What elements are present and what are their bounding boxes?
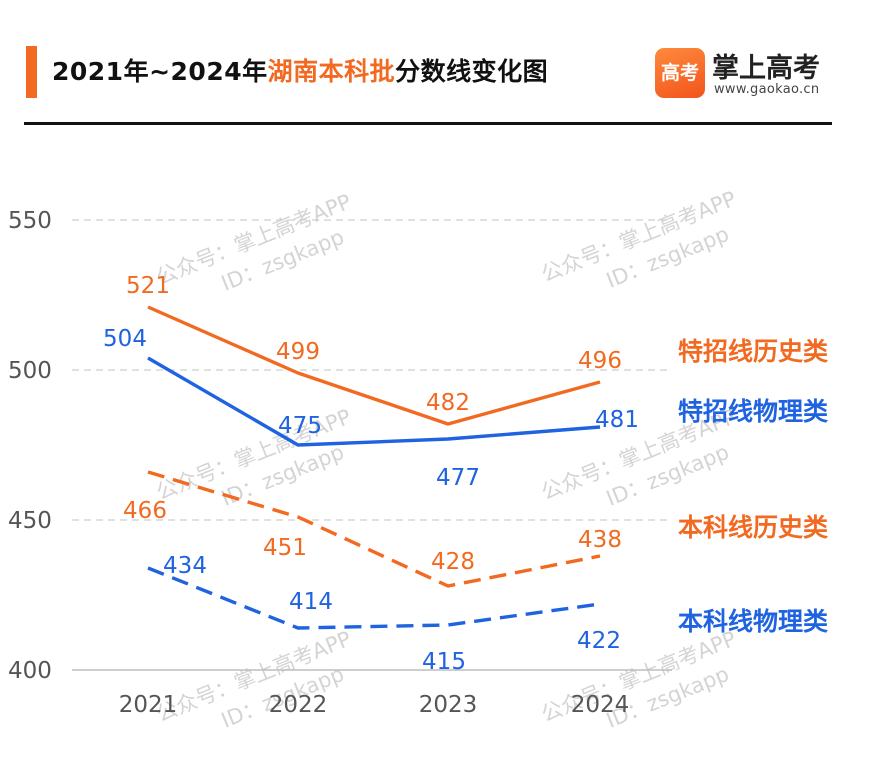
data-label-s1-2024: 481: [595, 407, 639, 433]
legend-label-0: 特招线历史类: [678, 337, 829, 366]
y-tick-label-400: 400: [8, 658, 52, 684]
title-suffix: 分数线变化图: [395, 57, 549, 86]
data-label-s0-2022: 499: [276, 339, 320, 365]
data-label-s1-2022: 475: [278, 413, 322, 439]
data-label-s3-2022: 414: [289, 589, 333, 615]
data-label-s2-2022: 451: [263, 535, 307, 561]
x-tick-label-2022: 2022: [269, 692, 328, 718]
data-label-s0-2024: 496: [578, 348, 622, 374]
y-tick-label-550: 550: [8, 208, 52, 234]
grid-layer: 400 450 500 550 2021 2022 2023 2024: [8, 208, 672, 718]
series-line-0: [147, 305, 601, 426]
data-label-s2-2021: 466: [123, 498, 167, 524]
logo-mark: 高考: [660, 61, 699, 84]
logo-url: www.gaokao.cn: [714, 82, 820, 97]
data-label-s3-2021: 434: [163, 553, 207, 579]
data-label-s1-2023: 477: [436, 465, 480, 491]
logo-name: 掌上高考: [712, 53, 820, 84]
data-label-s2-2024: 438: [578, 527, 622, 553]
series-line-3: [147, 566, 601, 630]
data-label-s2-2023: 428: [431, 549, 475, 575]
data-label-s0-2021: 521: [126, 273, 170, 299]
title-prefix: 2021年~2024年: [52, 57, 268, 86]
data-label-s1-2021: 504: [103, 326, 147, 352]
x-tick-label-2024: 2024: [571, 692, 630, 718]
header-divider: [24, 122, 832, 125]
series-line-2: [147, 470, 601, 588]
page-title: 2021年~2024年湖南本科批分数线变化图: [52, 52, 548, 88]
data-label-s3-2024: 422: [577, 628, 621, 654]
data-label-s0-2023: 482: [426, 390, 470, 416]
title-highlight: 湖南本科批: [267, 57, 396, 86]
data-label-s3-2023: 415: [422, 649, 466, 675]
y-tick-label-450: 450: [8, 508, 52, 534]
gaokao-logo-icon: 高考: [655, 48, 705, 98]
legend-label-3: 本科线物理类: [678, 607, 829, 636]
header: 2021年~2024年湖南本科批分数线变化图 高考 掌上高考 www.gaoka…: [0, 0, 871, 130]
series-line-1: [147, 356, 601, 447]
legend-label-1: 特招线物理类: [678, 397, 829, 426]
series-layer: [147, 305, 601, 630]
legend-label-2: 本科线历史类: [678, 513, 829, 542]
x-tick-label-2023: 2023: [419, 692, 478, 718]
title-accent-bar: [26, 46, 37, 98]
x-tick-label-2021: 2021: [119, 692, 178, 718]
data-label-layer: 521 499 482 496 504 475 477 481 466 451 428 438 434 4…: [103, 273, 639, 675]
y-tick-label-500: 500: [8, 358, 52, 384]
